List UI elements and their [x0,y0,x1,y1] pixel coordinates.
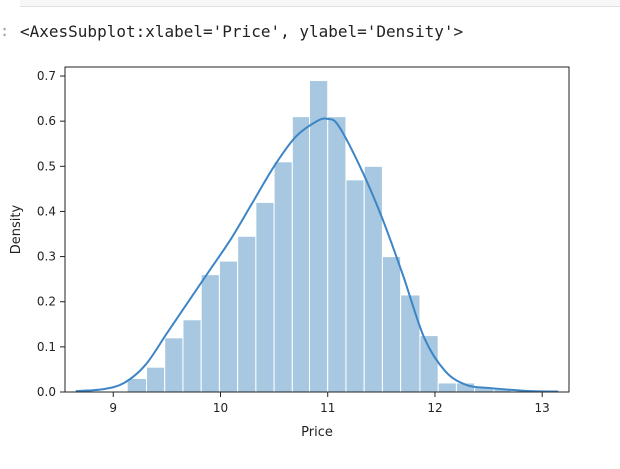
histogram-bar [182,319,202,393]
histogram-bar [200,274,220,393]
cell-border [20,0,620,7]
plot-frame [64,66,570,393]
histogram-bar [145,366,166,393]
histogram-bar [437,382,457,393]
cell-prompt: : [0,22,10,40]
x-tick-label: 9 [109,401,117,415]
y-tick-label: 0.1 [37,340,56,354]
y-tick-label: 0.7 [37,69,56,83]
x-axis-label: Price [301,425,333,440]
histogram-bar [164,337,184,393]
histogram-bar [327,116,347,393]
y-axis-label: Density [9,204,24,254]
x-tick-label: 12 [427,401,442,415]
x-tick-label: 13 [535,401,550,415]
x-tick-label: 10 [213,401,228,415]
histogram-bar [419,335,439,393]
kde-line [75,117,559,393]
y-tick-label: 0.4 [37,204,56,218]
histogram-bar [308,80,329,393]
histogram-bar [291,116,310,393]
cell-output-text: <AxesSubplot:xlabel='Price', ylabel='Den… [20,22,464,41]
histogram-bar [381,256,402,393]
y-tick-label: 0.0 [37,385,56,399]
histogram-bar [273,161,293,393]
histogram-bar [255,201,275,393]
histogram-bar [400,294,421,393]
histogram-bar [126,377,147,393]
histogram-bars [126,80,512,393]
y-tick-label: 0.5 [37,159,56,173]
x-axis-ticks: 9 10 11 12 13 [109,392,550,415]
histogram-bar [218,260,239,393]
y-tick-label: 0.6 [37,114,56,128]
histogram-bar [345,179,365,393]
y-tick-label: 0.3 [37,250,56,264]
x-tick-label: 11 [320,401,335,415]
y-axis-ticks: 0.0 0.1 0.2 0.3 0.4 0.5 0.6 0.7 [37,69,65,399]
y-tick-label: 0.2 [37,295,56,309]
histogram-bar [363,165,383,393]
histogram-bar [237,235,257,393]
